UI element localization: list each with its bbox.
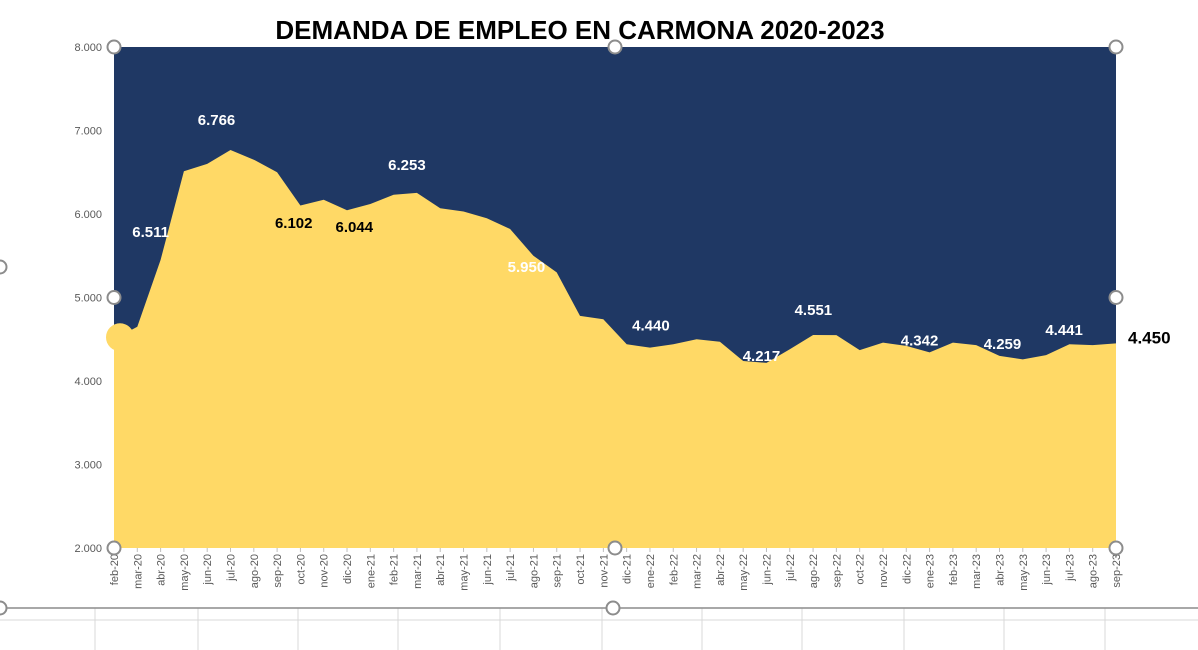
y-tick-label: 4.000 bbox=[74, 376, 102, 388]
data-label: 4.342 bbox=[901, 332, 939, 349]
data-label: 4.551 bbox=[795, 302, 833, 319]
x-tick-label: abr-21 bbox=[435, 554, 447, 586]
data-label: 6.511 bbox=[132, 224, 169, 241]
resize-handle[interactable] bbox=[106, 39, 122, 55]
x-tick-label: abr-20 bbox=[156, 554, 168, 586]
x-tick-label: may-21 bbox=[459, 554, 471, 591]
resize-handle[interactable] bbox=[607, 540, 623, 556]
resize-handle[interactable] bbox=[0, 600, 8, 616]
area-start-marker bbox=[106, 323, 134, 352]
x-tick-label: feb-22 bbox=[668, 554, 680, 585]
x-tick-label: nov-21 bbox=[598, 554, 610, 588]
x-tick-label: nov-20 bbox=[319, 554, 331, 588]
x-tick-label: sep-20 bbox=[272, 554, 284, 588]
x-tick-label: ene-23 bbox=[925, 554, 937, 588]
resize-handle[interactable] bbox=[1108, 290, 1124, 305]
x-tick-label: dic-21 bbox=[622, 554, 634, 584]
x-tick-label: mar-22 bbox=[692, 554, 704, 589]
x-tick-label: abr-23 bbox=[994, 554, 1006, 586]
x-tick-label: ene-22 bbox=[645, 554, 657, 588]
x-tick-label: abr-22 bbox=[715, 554, 727, 586]
x-tick-label: mar-20 bbox=[132, 554, 144, 589]
x-tick-label: nov-22 bbox=[878, 554, 890, 588]
y-tick-label: 6.000 bbox=[74, 209, 102, 221]
data-label: 4.450 bbox=[1128, 328, 1171, 347]
x-tick-label: ago-23 bbox=[1088, 554, 1100, 588]
data-label: 5.950 bbox=[508, 259, 546, 276]
y-tick-label: 5.000 bbox=[74, 293, 102, 305]
y-axis: 2.000 3.000 4.000 5.000 6.000 7.000 8.000 bbox=[74, 42, 102, 555]
x-tick-label: mar-21 bbox=[412, 554, 424, 589]
y-tick-label: 7.000 bbox=[74, 126, 102, 138]
x-tick-label: ene-21 bbox=[365, 554, 377, 588]
x-tick-label: ago-21 bbox=[528, 554, 540, 588]
selection-handles[interactable] bbox=[0, 39, 1124, 616]
y-tick-label: 8.000 bbox=[74, 42, 102, 54]
data-label: 6.253 bbox=[388, 157, 426, 174]
x-tick-label: mar-23 bbox=[971, 554, 983, 589]
chart-title: DEMANDA DE EMPLEO EN CARMONA 2020-2023 bbox=[275, 15, 884, 45]
area-fill bbox=[114, 150, 1116, 548]
x-tick-label: dic-22 bbox=[901, 554, 913, 584]
x-tick-label: jun-23 bbox=[1041, 554, 1053, 586]
x-tick-label: sep-21 bbox=[552, 554, 564, 588]
data-label: 4.217 bbox=[743, 348, 781, 365]
data-label: 4.440 bbox=[632, 318, 670, 335]
x-tick-label: jun-20 bbox=[202, 554, 214, 586]
data-labels: 6.511 6.766 6.102 6.044 6.253 5.950 4.440 4.217… bbox=[132, 112, 1170, 365]
x-tick-label: jun-22 bbox=[761, 554, 773, 586]
resize-handle[interactable] bbox=[607, 39, 623, 55]
x-tick-label: feb-23 bbox=[948, 554, 960, 585]
y-tick-label: 3.000 bbox=[74, 460, 102, 472]
x-tick-label: may-23 bbox=[1018, 554, 1030, 591]
x-tick-label: sep-23 bbox=[1111, 554, 1123, 588]
x-tick-label: ago-20 bbox=[249, 554, 261, 588]
resize-handle[interactable] bbox=[106, 290, 122, 305]
x-tick-label: dic-20 bbox=[342, 554, 354, 584]
data-label: 4.441 bbox=[1045, 322, 1083, 339]
x-tick-label: sep-22 bbox=[831, 554, 843, 588]
x-tick-label: ago-22 bbox=[808, 554, 820, 588]
resize-handle[interactable] bbox=[1108, 540, 1124, 556]
resize-handle[interactable] bbox=[1108, 39, 1124, 55]
x-tick-label: may-22 bbox=[738, 554, 750, 591]
x-tick-label: feb-20 bbox=[109, 554, 121, 585]
x-tick-label: oct-22 bbox=[855, 554, 867, 585]
resize-handle[interactable] bbox=[605, 600, 621, 616]
data-label: 6.102 bbox=[275, 215, 313, 232]
resize-handle[interactable] bbox=[106, 540, 122, 556]
data-label: 6.766 bbox=[198, 112, 236, 129]
x-tick-label: may-20 bbox=[179, 554, 191, 591]
x-tick-label: jul-22 bbox=[785, 554, 797, 582]
x-tick-label: jul-23 bbox=[1064, 554, 1076, 582]
data-label: 4.259 bbox=[984, 336, 1022, 353]
x-axis: feb-20 mar-20 abr-20 may-20 jun-20 jul-20 ago-… bbox=[109, 548, 1123, 591]
data-label: 6.044 bbox=[336, 219, 374, 236]
area-series bbox=[106, 150, 1116, 548]
x-tick-label: oct-21 bbox=[575, 554, 587, 585]
x-tick-label: jul-21 bbox=[505, 554, 517, 582]
x-tick-label: jun-21 bbox=[482, 554, 494, 586]
spreadsheet-gridlines bbox=[0, 607, 1198, 650]
x-tick-label: jul-20 bbox=[226, 554, 238, 582]
x-tick-label: feb-21 bbox=[389, 554, 401, 585]
resize-handle[interactable] bbox=[0, 259, 8, 275]
x-tick-label: oct-20 bbox=[295, 554, 307, 585]
y-tick-label: 2.000 bbox=[74, 543, 102, 555]
